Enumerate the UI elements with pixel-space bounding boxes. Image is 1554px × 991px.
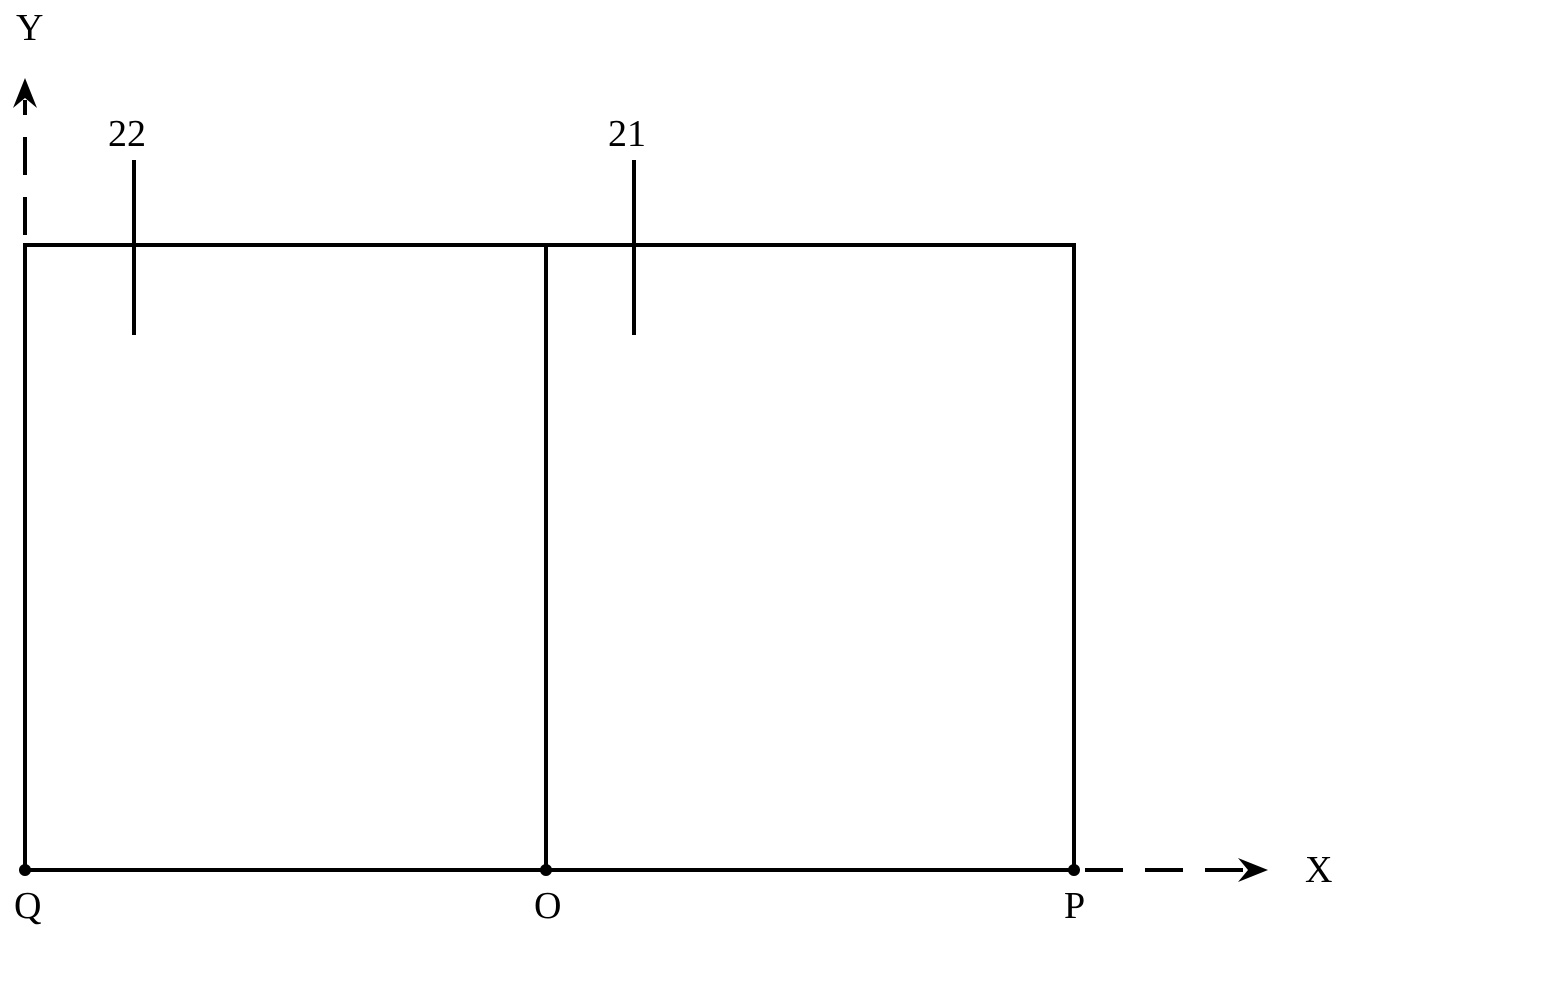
callout-21-label: 21: [608, 112, 646, 156]
point-o: [540, 864, 552, 876]
point-q-label: Q: [14, 884, 41, 928]
callout-22-label: 22: [108, 112, 146, 156]
y-axis-label: Y: [16, 6, 43, 50]
point-o-label: O: [534, 884, 561, 928]
point-p-label: P: [1064, 884, 1085, 928]
point-p: [1068, 864, 1080, 876]
point-q: [19, 864, 31, 876]
diagram-canvas: [0, 0, 1554, 991]
x-axis-label: X: [1305, 848, 1332, 892]
rectangle-outline: [25, 245, 1074, 870]
